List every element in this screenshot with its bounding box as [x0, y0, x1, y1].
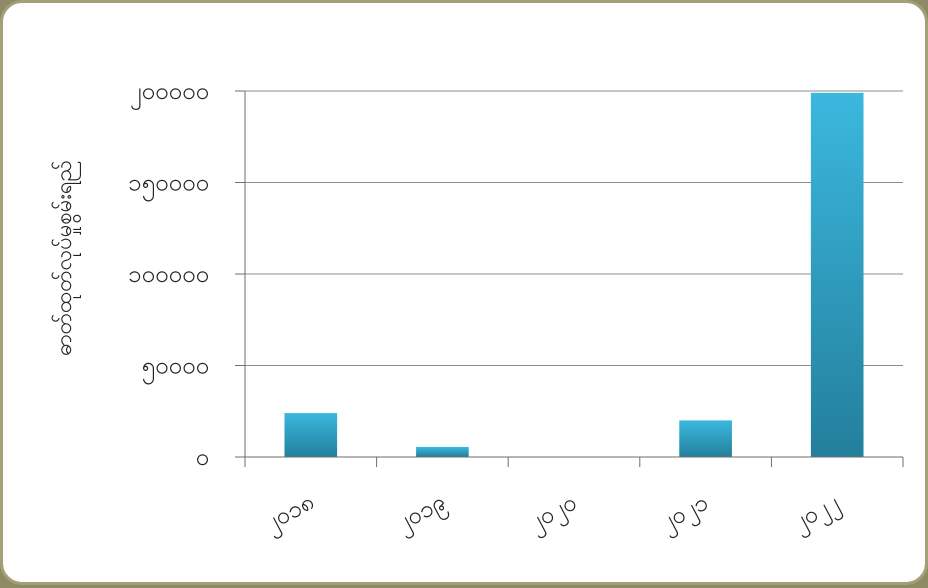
y-tick-label: ၁၅၀၀၀၀ — [128, 169, 209, 202]
bar — [810, 92, 864, 457]
y-tick-label: ၂၀၀၀၀၀ — [130, 77, 209, 110]
bar — [284, 413, 338, 457]
x-tick-label: ၂၀၁၈ — [259, 487, 321, 541]
bar — [416, 446, 469, 457]
x-tick-label: ၂၀၂၀ — [523, 488, 583, 541]
y-tick-label: ၀ — [196, 443, 210, 471]
y-tick-label: ၅၀၀၀၀ — [142, 352, 210, 385]
x-tick-label: ၂၀၂၁ — [655, 488, 715, 541]
x-tick-label: ၂၀၂၂ — [787, 488, 846, 540]
y-axis-title: ဓာတ်ထုတ်လုပ်မှုစွမ်းရည် — [51, 160, 82, 356]
x-tick-label: ၂၀၁၉ — [391, 487, 453, 541]
bar — [679, 420, 732, 457]
y-tick-label: ၁၀၀၀၀၀ — [128, 260, 209, 288]
